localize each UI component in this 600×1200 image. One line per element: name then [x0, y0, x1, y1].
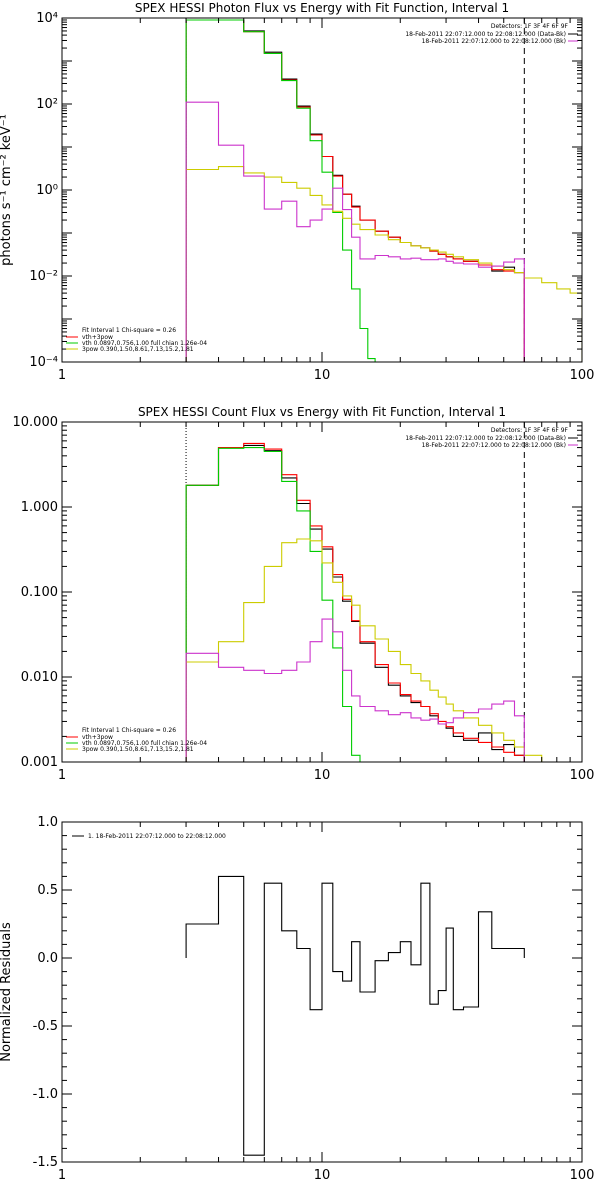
y-tick-label: 0.0	[37, 951, 58, 966]
x-tick-label: 10	[314, 768, 331, 783]
y-tick-label: 10⁻²	[29, 269, 58, 284]
legend-entry-label: vth+3pow	[82, 734, 113, 741]
legend-entry-label: vth 0.0897,0.756,1.00 full chian 1.26e-0…	[82, 740, 207, 747]
legend-entry-label: vth 0.0897,0.756,1.00 full chian 1.26e-0…	[82, 340, 207, 347]
legend-entry-label: vth+3pow	[82, 334, 113, 341]
plot-frame	[61, 17, 583, 363]
y-tick-label: -1.5	[33, 1155, 58, 1170]
legend-entry-label: 18-Feb-2011 22:07:12.000 to 22:08:12.000…	[422, 442, 566, 449]
y-tick-label: 10.000	[13, 415, 59, 430]
x-tick-label: 10	[314, 1168, 331, 1183]
series-line-3	[185, 166, 582, 362]
y-tick-label: 10⁻⁴	[29, 355, 58, 370]
series-line-0	[185, 19, 525, 362]
x-tick-label: 1	[58, 768, 66, 783]
x-tick-label: 10	[314, 368, 331, 383]
y-tick-label: 10²	[36, 97, 58, 112]
y-tick-label: 0.5	[37, 883, 58, 898]
series-line-1	[185, 19, 525, 362]
y-axis-label: photons s⁻¹ cm⁻² keV⁻¹	[0, 114, 14, 266]
y-tick-label: 0.100	[21, 585, 58, 600]
series-line-1	[185, 442, 525, 762]
legend-entry-label: 18-Feb-2011 22:07:12.000 to 22:08:12.000…	[422, 38, 566, 45]
y-tick-label: 1.0	[37, 815, 58, 830]
y-tick-label: 1.000	[21, 500, 58, 515]
chart-title: SPEX HESSI Photon Flux vs Energy with Fi…	[135, 1, 509, 15]
x-tick-label: 1	[58, 368, 66, 383]
x-tick-label: 100	[570, 1168, 595, 1183]
legend-left-header: Fit Interval 1 Chi-square = 0.26	[82, 327, 176, 334]
series-line-3	[185, 538, 582, 762]
series-line-0	[185, 875, 525, 1156]
series-line-4	[185, 618, 525, 762]
x-tick-label: 1	[58, 1168, 66, 1183]
y-tick-label: -0.5	[33, 1019, 58, 1034]
legend-header: Detectors: 1F 3F 4F 6F 9F	[491, 23, 569, 30]
x-tick-label: 100	[570, 768, 595, 783]
legend-entry-label: 3pow 0.390,1.50,8.61,7.13,15.2,1.81	[82, 746, 194, 753]
y-axis-label: Normalized Residuals	[0, 922, 14, 1062]
legend-left-header: Fit Interval 1 Chi-square = 0.26	[82, 727, 176, 734]
y-tick-label: 10⁰	[36, 183, 58, 198]
y-tick-label: 0.010	[21, 670, 58, 685]
chart-title: SPEX HESSI Count Flux vs Energy with Fit…	[138, 405, 506, 419]
legend-entry-label: 1. 18-Feb-2011 22:07:12.000 to 22:08:12.…	[88, 833, 226, 840]
legend-entry-label: 18-Feb-2011 22:07:12.000 to 22:08:12.000…	[405, 31, 566, 38]
y-tick-label: 10⁴	[36, 11, 58, 26]
legend-entry-label: 18-Feb-2011 22:07:12.000 to 22:08:12.000…	[405, 435, 566, 442]
legend-entry-label: 3pow 0.390,1.50,8.61,7.13,15.2,1.81	[82, 346, 194, 353]
x-tick-label: 100	[570, 368, 595, 383]
series-line-0	[185, 444, 525, 762]
series-line-2	[185, 19, 389, 362]
legend-header: Detectors: 1F 3F 4F 6F 9F	[491, 427, 569, 434]
series-line-2	[185, 447, 376, 762]
y-tick-label: -1.0	[33, 1087, 58, 1102]
series-line-4	[185, 101, 525, 362]
y-tick-label: 0.001	[21, 755, 58, 770]
